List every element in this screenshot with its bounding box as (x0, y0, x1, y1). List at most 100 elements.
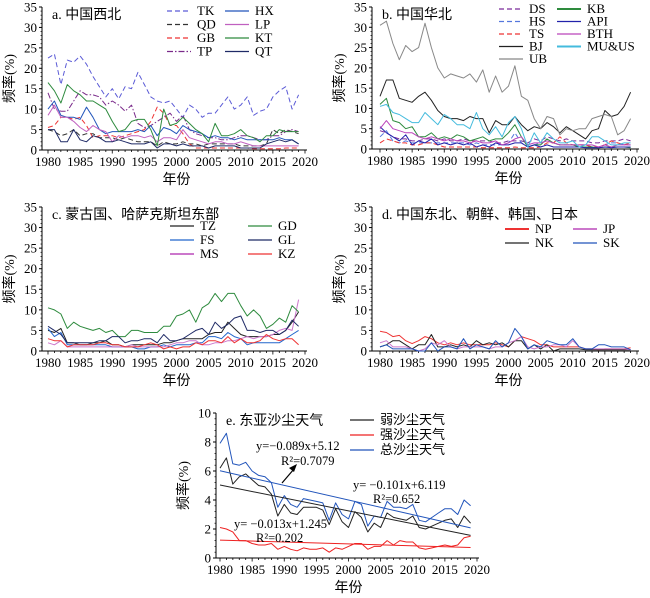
y-tick-label: 5 (31, 323, 38, 338)
legend-item: GB (167, 30, 215, 45)
legend-label: TS (529, 26, 544, 41)
x-tick-label: 1995 (131, 355, 157, 370)
legend-item: KB (557, 1, 605, 16)
legend-label: GB (197, 30, 215, 45)
legend-label: NP (535, 221, 552, 236)
trendline-r2: R²=0.652 (373, 492, 420, 506)
series-line-bj (379, 79, 632, 140)
x-tick-label: 2015 (260, 154, 286, 169)
legend-item: TP (167, 44, 212, 59)
trendline (219, 470, 471, 529)
legend-label: FS (200, 232, 214, 247)
y-tick-label: 0 (361, 142, 368, 157)
series-line-np (379, 330, 631, 351)
y-tick-label: 25 (354, 241, 367, 256)
series-line-gl (47, 315, 299, 344)
x-tick-label: 1980 (207, 562, 233, 577)
legend-item: TK (167, 3, 215, 18)
x-axis-label: 年份 (495, 373, 523, 389)
legend-item: UB (499, 51, 547, 66)
x-tick-label: 2005 (196, 154, 222, 169)
legend-label: QD (197, 17, 216, 32)
x-tick-label: 1985 (239, 562, 265, 577)
x-tick-label: 2015 (592, 153, 618, 168)
series-line-kt (47, 82, 299, 147)
y-tick-label: 5 (361, 323, 368, 338)
legend-item: JP (573, 221, 615, 236)
series-line-fs (47, 328, 299, 350)
y-tick-label: 30 (24, 220, 37, 235)
x-tick-label: 1990 (99, 355, 125, 370)
y-tick-label: 0 (205, 551, 212, 566)
y-tick-label: 0 (31, 344, 38, 359)
y-tick-label: 20 (24, 61, 37, 76)
series-line-qt (48, 129, 299, 149)
series-line-kb (379, 97, 631, 149)
y-tick-label: 30 (354, 220, 367, 235)
y-axis-label: 频率(%) (1, 254, 18, 303)
panel-title: a. 中国西北 (52, 7, 121, 23)
legend-item: DS (499, 1, 546, 16)
legend-label: MS (200, 246, 219, 261)
y-tick-label: 10 (24, 302, 37, 317)
series-line-ds (379, 130, 631, 144)
trendline (219, 484, 471, 536)
legend-label: 总沙尘天气 (380, 442, 445, 457)
legend-label: QT (255, 44, 272, 59)
panel-title: b. 中国华北 (382, 7, 452, 23)
legend-label: BTH (587, 26, 613, 41)
trendline-equation: y=−0.089x+5.12 (256, 439, 340, 453)
x-tick-label: 2000 (164, 154, 190, 169)
series-line-ts (379, 136, 631, 149)
y-tick-label: 10 (354, 101, 367, 116)
y-axis-label: 频率(%) (1, 54, 18, 103)
series-line-bth (379, 120, 631, 148)
trendline-equation: y= −0.013x+1.245 (234, 517, 327, 531)
y-tick-label: 20 (354, 60, 367, 75)
y-axis-label: 频率(%) (175, 461, 192, 510)
series-line-gb (47, 106, 299, 150)
series-line-sk (379, 327, 631, 352)
x-tick-label: 1980 (35, 154, 61, 169)
trendline (219, 539, 471, 548)
legend-label: GD (278, 218, 297, 233)
y-tick-label: 35 (354, 0, 367, 15)
legend-label: TP (197, 44, 212, 59)
panel-b: 0 5 10 15 20 25 30 35 1980 1985 1990 1995 2000 2005 20… (331, 0, 650, 187)
x-tick-label: 2020 (292, 355, 318, 370)
x-axis-label: 年份 (335, 580, 363, 596)
legend-label: NK (535, 235, 554, 250)
x-tick-label: 2000 (164, 355, 190, 370)
x-tick-label: 1995 (463, 153, 489, 168)
legend-item: GD (248, 218, 297, 233)
x-tick-label: 1980 (367, 355, 393, 370)
x-tick-label: 2000 (496, 355, 522, 370)
legend-item: QD (167, 17, 216, 32)
y-tick-label: 25 (24, 40, 37, 55)
x-tick-label: 2020 (624, 153, 650, 168)
legend-item: LP (225, 17, 270, 32)
x-tick-label: 1995 (303, 562, 329, 577)
x-tick-label: 1990 (271, 562, 297, 577)
x-tick-label: 2015 (432, 562, 458, 577)
series-line-kz (47, 334, 299, 350)
legend-label: KZ (278, 246, 295, 261)
series-line-tz (47, 311, 300, 348)
x-tick-label: 2020 (464, 562, 490, 577)
y-tick-label: 30 (24, 20, 37, 35)
legend-label: BJ (529, 39, 543, 54)
panel-title: e. 东亚沙尘天气 (226, 413, 323, 429)
x-tick-label: 2015 (592, 355, 618, 370)
legend-item: FS (170, 232, 214, 247)
legend-label: TK (197, 3, 215, 18)
y-tick-label: 10 (24, 102, 37, 117)
y-tick-label: 5 (361, 121, 368, 136)
x-tick-label: 1995 (131, 154, 157, 169)
y-tick-label: 5 (31, 122, 38, 137)
y-tick-label: 15 (24, 282, 37, 297)
legend-item: NK (505, 235, 554, 250)
legend-item: HS (499, 14, 546, 29)
series-line-api (379, 126, 631, 149)
panel-d: 0 5 10 15 20 25 30 35 1980 1985 1990 1995 2000 2005 20… (331, 200, 650, 390)
